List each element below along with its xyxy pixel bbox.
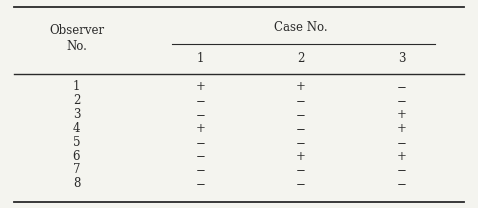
Text: Observer: Observer	[49, 24, 104, 37]
Text: −: −	[296, 122, 306, 135]
Text: 2: 2	[73, 94, 80, 107]
Text: −: −	[196, 163, 206, 176]
Text: Case No.: Case No.	[274, 21, 328, 33]
Text: −: −	[196, 150, 206, 162]
Text: +: +	[296, 150, 306, 162]
Text: +: +	[196, 122, 206, 135]
Text: 5: 5	[73, 136, 80, 149]
Text: −: −	[296, 136, 306, 149]
Text: +: +	[196, 80, 206, 93]
Text: −: −	[397, 163, 406, 176]
Text: −: −	[397, 80, 406, 93]
Text: −: −	[296, 177, 306, 190]
Text: +: +	[397, 150, 406, 162]
Text: −: −	[196, 94, 206, 107]
Text: 7: 7	[73, 163, 80, 176]
Text: +: +	[397, 122, 406, 135]
Text: −: −	[397, 94, 406, 107]
Text: 1: 1	[73, 80, 80, 93]
Text: No.: No.	[66, 40, 87, 53]
Text: −: −	[397, 177, 406, 190]
Text: −: −	[397, 136, 406, 149]
Text: −: −	[196, 108, 206, 121]
Text: 6: 6	[73, 150, 80, 162]
Text: −: −	[296, 163, 306, 176]
Text: −: −	[296, 108, 306, 121]
Text: 3: 3	[398, 52, 405, 65]
Text: +: +	[397, 108, 406, 121]
Text: 4: 4	[73, 122, 80, 135]
Text: 3: 3	[73, 108, 80, 121]
Text: 2: 2	[297, 52, 305, 65]
Text: −: −	[196, 136, 206, 149]
Text: −: −	[196, 177, 206, 190]
Text: +: +	[296, 80, 306, 93]
Text: −: −	[296, 94, 306, 107]
Text: 8: 8	[73, 177, 80, 190]
Text: 1: 1	[197, 52, 205, 65]
